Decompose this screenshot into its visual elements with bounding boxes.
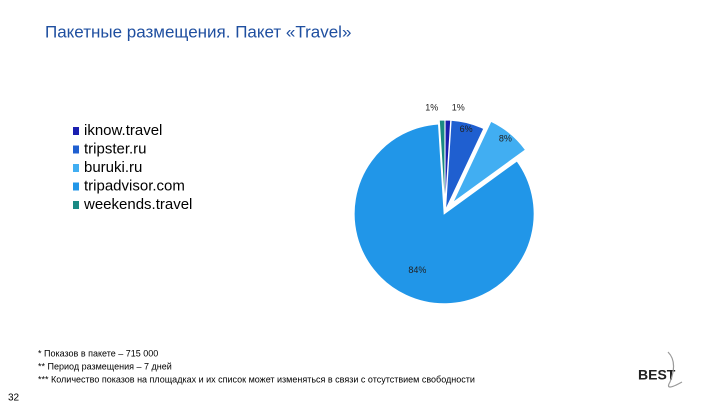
data-label: 84%: [408, 265, 426, 275]
data-label: 1%: [425, 102, 438, 112]
legend-label: iknow.travel: [84, 122, 162, 139]
legend-label: buruki.ru: [84, 159, 142, 176]
legend-label: weekends.travel: [83, 196, 192, 213]
legend-swatch: [73, 127, 79, 135]
pie-slice: [353, 123, 535, 305]
legend-label: tripadvisor.com: [84, 177, 185, 194]
legend-swatch: [73, 164, 79, 172]
chart-title: Пакетные размещения. Пакет «Travel»: [45, 22, 351, 41]
pie-slice: [438, 119, 446, 211]
data-label: 1%: [452, 102, 465, 112]
page-number: 32: [8, 393, 20, 404]
legend-swatch: [73, 145, 79, 154]
pie-slice: [452, 120, 527, 204]
footnote: ** Период размещения – 7 дней: [38, 361, 172, 371]
footnote: *** Количество показов на площадках и их…: [38, 374, 475, 384]
logo-swoosh: [667, 351, 683, 388]
data-label: 6%: [460, 124, 473, 134]
legend-swatch: [73, 182, 79, 191]
legend-label: tripster.ru: [84, 140, 147, 157]
pie-slice: [444, 119, 485, 211]
logo: BEST: [638, 367, 676, 383]
data-label: 8%: [499, 133, 512, 143]
legend-swatch: [73, 201, 79, 209]
footnote: * Показов в пакете – 715 000: [38, 348, 158, 358]
